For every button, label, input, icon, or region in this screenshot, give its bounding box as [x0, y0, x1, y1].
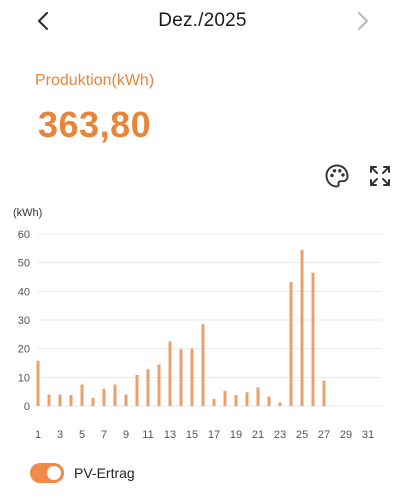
bar-day-25	[300, 249, 304, 406]
legend-label: PV-Ertrag	[74, 465, 135, 481]
expand-icon	[370, 166, 390, 186]
bar-day-6	[91, 397, 95, 406]
bar-day-16	[201, 324, 205, 406]
y-tick-label-10: 10	[18, 372, 30, 384]
next-month-button[interactable]	[348, 6, 378, 36]
month-title: Dez./2025	[158, 10, 247, 31]
bar-day-20	[245, 392, 249, 406]
bar-day-11	[146, 369, 150, 406]
x-tick-label-15: 15	[186, 429, 198, 441]
production-label: Produktion(kWh)	[35, 72, 155, 89]
bar-day-27	[322, 380, 326, 406]
bar-day-24	[289, 282, 293, 406]
bar-day-18	[223, 390, 227, 406]
bar-day-26	[311, 272, 315, 406]
bar-day-8	[113, 384, 117, 406]
bar-day-15	[190, 348, 194, 406]
bar-day-3	[58, 394, 62, 406]
bar-day-4	[69, 395, 73, 406]
bar-day-10	[135, 375, 139, 406]
x-tick-label-25: 25	[296, 429, 308, 441]
x-tick-label-3: 3	[57, 429, 63, 441]
x-tick-label-19: 19	[230, 429, 242, 441]
y-tick-label-50: 50	[18, 258, 30, 270]
x-tick-label-31: 31	[362, 429, 374, 441]
x-tick-label-29: 29	[340, 429, 352, 441]
x-tick-label-11: 11	[142, 429, 153, 441]
x-tick-label-9: 9	[123, 429, 129, 441]
bar-day-14	[179, 349, 183, 406]
bar-day-9	[124, 394, 128, 406]
y-tick-label-60: 60	[18, 229, 30, 241]
bar-day-22	[267, 396, 271, 406]
bar-day-1	[36, 360, 40, 406]
header: Dez./2025	[0, 0, 405, 42]
palette-button[interactable]	[323, 162, 351, 190]
previous-month-button[interactable]	[28, 6, 58, 36]
bar-day-5	[80, 384, 84, 406]
x-tick-label-13: 13	[164, 429, 176, 441]
x-tick-label-27: 27	[318, 429, 330, 441]
bar-day-12	[157, 364, 161, 406]
production-value: 363,80	[38, 104, 152, 145]
y-tick-label-40: 40	[18, 286, 30, 298]
bar-day-2	[47, 394, 51, 406]
y-tick-label-20: 20	[18, 344, 30, 356]
x-tick-label-7: 7	[101, 429, 107, 441]
bar-day-23	[278, 402, 282, 406]
y-axis-unit-label: (kWh)	[13, 207, 42, 219]
expand-button[interactable]	[366, 162, 394, 190]
toggle-knob	[47, 466, 61, 480]
legend: PV-Ertrag	[30, 458, 135, 488]
x-tick-label-17: 17	[208, 429, 220, 441]
chevron-right-icon	[357, 11, 369, 31]
x-tick-label-21: 21	[252, 429, 264, 441]
x-tick-label-23: 23	[274, 429, 286, 441]
palette-icon	[325, 164, 349, 188]
y-tick-label-0: 0	[24, 401, 30, 413]
chevron-left-icon	[37, 11, 49, 31]
x-tick-label-5: 5	[79, 429, 85, 441]
bar-day-21	[256, 387, 260, 406]
y-tick-label-30: 30	[18, 315, 30, 327]
x-tick-label-1: 1	[35, 429, 41, 441]
bar-day-19	[234, 395, 238, 406]
pv-ertrag-toggle[interactable]	[30, 463, 64, 483]
bar-day-17	[212, 398, 216, 406]
bar-day-13	[168, 341, 172, 406]
bar-day-7	[102, 388, 106, 406]
